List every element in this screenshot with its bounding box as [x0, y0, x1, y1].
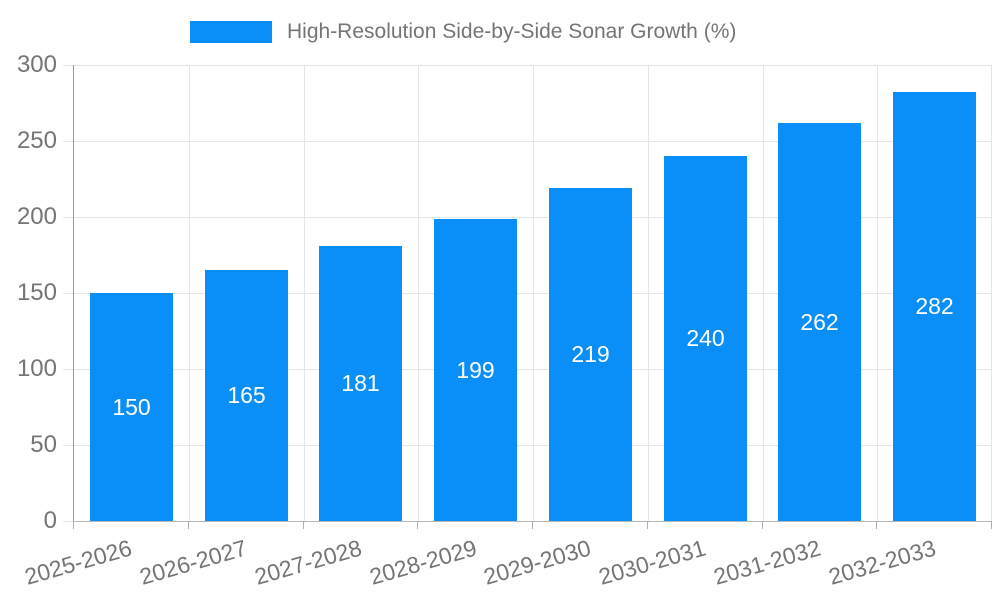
- v-gridline: [189, 65, 190, 521]
- bar-value-label: 219: [571, 341, 610, 367]
- x-axis-tick-label: 2025-2026: [22, 534, 135, 590]
- x-axis-tick-label: 2032-2033: [825, 534, 939, 590]
- bar: 262: [778, 123, 861, 521]
- y-axis-tick-label: 0: [43, 507, 57, 534]
- bar: 165: [205, 270, 288, 521]
- y-tickmark: [63, 368, 73, 370]
- bar-value-label: 262: [800, 308, 839, 335]
- x-tickmark: [991, 521, 992, 529]
- v-gridline: [763, 65, 764, 521]
- bar-value-label: 150: [112, 393, 151, 420]
- bar-value-label: 181: [341, 370, 380, 396]
- v-gridline: [877, 65, 878, 521]
- y-tickmark: [63, 64, 73, 66]
- x-tickmark: [876, 521, 877, 529]
- v-gridline: [533, 65, 534, 521]
- bar: 199: [434, 219, 517, 521]
- y-tickmark: [63, 216, 73, 218]
- x-tickmark: [647, 521, 648, 529]
- y-axis-tick-label: 150: [16, 279, 57, 306]
- bar-value-label: 165: [227, 382, 266, 408]
- y-tickmark: [63, 444, 73, 446]
- x-tickmark: [188, 521, 189, 529]
- y-axis-tick-label: 50: [30, 431, 57, 458]
- x-axis-tick-label: 2029-2030: [481, 534, 594, 590]
- bar: 150: [90, 293, 173, 521]
- x-tickmark: [532, 521, 533, 529]
- bar-value-label: 199: [456, 356, 495, 383]
- x-axis-tick-label: 2026-2027: [136, 534, 250, 590]
- legend-label: High-Resolution Side-by-Side Sonar Growt…: [287, 20, 737, 43]
- v-gridline: [648, 65, 649, 521]
- y-tickmark: [63, 520, 73, 522]
- x-axis-tick-label: 2027-2028: [251, 534, 365, 590]
- x-axis-tick-label: 2028-2029: [366, 534, 480, 590]
- bar: 219: [549, 188, 632, 521]
- y-tickmark: [63, 292, 73, 294]
- legend-swatch: [190, 21, 272, 43]
- y-axis-tick-label: 200: [16, 203, 57, 230]
- y-axis-tick-label: 300: [16, 51, 57, 78]
- plot-area: 0 50 100 150 200 250 300 150 2025-2026 165 2026-20…: [17, 51, 992, 590]
- v-gridline: [304, 65, 305, 521]
- legend: High-Resolution Side-by-Side Sonar Growt…: [190, 21, 736, 43]
- v-gridline: [991, 65, 992, 521]
- v-gridline: [418, 65, 419, 521]
- y-axis-tick-label: 100: [16, 355, 57, 382]
- x-tickmark: [762, 521, 763, 529]
- bar: 181: [319, 246, 402, 521]
- y-tickmark: [63, 140, 73, 142]
- bar: 282: [893, 92, 976, 521]
- y-axis-tick-label: 250: [16, 127, 57, 154]
- x-axis-tick-label: 2030-2031: [595, 534, 709, 590]
- bar-value-label: 282: [915, 293, 954, 319]
- x-tickmark: [417, 521, 418, 529]
- x-tickmark: [73, 521, 74, 529]
- x-tickmark: [303, 521, 304, 529]
- bar: 240: [664, 156, 747, 521]
- x-axis-tick-label: 2031-2032: [710, 534, 824, 590]
- bar-value-label: 240: [686, 325, 725, 351]
